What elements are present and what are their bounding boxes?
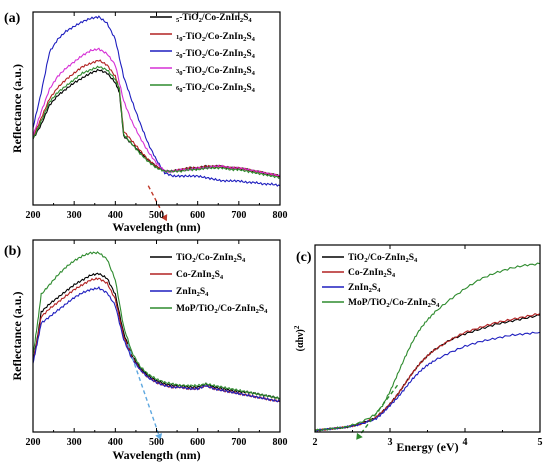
tangent-line bbox=[127, 343, 162, 441]
legend: TiO2/Co-ZnIn2S4 Co-ZnIn2S4 ZnIn2S4 MoP/TiO2… bbox=[322, 253, 440, 309]
series-group bbox=[33, 15, 280, 187]
legend-entry: TiO2/Co-ZnIn2S4 bbox=[348, 253, 418, 264]
x-tick-label: 500 bbox=[149, 210, 164, 221]
panel-c: (c) 2 3 4 5 Energy (eV) (αhν)2 TiO2/Co-ZnIn2S4 C… bbox=[293, 244, 543, 454]
x-tick-label: 200 bbox=[26, 437, 41, 448]
x-tick-label: 700 bbox=[231, 437, 246, 448]
x-tick-label: 300 bbox=[67, 437, 82, 448]
series-line-2 bbox=[33, 15, 280, 187]
legend-entry: ZnIn2S4 bbox=[176, 287, 209, 298]
tangent-arrowhead bbox=[155, 433, 163, 440]
legend-entry: 20-TiO2/Co-ZnIn2S4 bbox=[176, 49, 256, 60]
legend-entry: MoP/TiO2/Co-ZnIn2S4 bbox=[176, 304, 268, 315]
legend-entry: 5-TiO2/Co-ZnIn2S4 bbox=[176, 13, 252, 24]
series-line-3 bbox=[315, 262, 540, 432]
series-line-1 bbox=[315, 313, 540, 432]
x-axis-title: Wavelength (nm) bbox=[112, 220, 200, 234]
series-line-4 bbox=[33, 65, 280, 179]
panel-b: (b) 200 300 400 500 600 700 800 Wavelength (nm) R… bbox=[4, 239, 288, 462]
series-line-3 bbox=[33, 251, 280, 400]
x-tick-label: 800 bbox=[273, 210, 288, 221]
series-line-0 bbox=[315, 314, 540, 432]
legend-entry: MoP/TiO2/Co-ZnIn2S4 bbox=[348, 298, 440, 309]
y-axis-title: (αhν)2 bbox=[293, 325, 306, 351]
legend: 5-TiO2/Co-ZnIn2S4 10-TiO2/Co-ZnIn2S4 20-Ti… bbox=[150, 13, 256, 94]
legend-entry: ZnIn2S4 bbox=[348, 283, 381, 294]
legend-entry: TiO2/Co-ZnIn2S4 bbox=[176, 253, 246, 264]
series-group bbox=[33, 251, 280, 403]
panel-a: (a) 200 300 400 500 600 700 800 Wavelength (nm) R… bbox=[4, 11, 288, 234]
x-tick-label: 500 bbox=[149, 437, 164, 448]
x-tick-label: 3 bbox=[388, 437, 393, 448]
legend-entry: 30-TiO2/Co-ZnIn2S4 bbox=[176, 66, 256, 77]
x-tick-label: 2 bbox=[313, 437, 318, 448]
tangent-arrowhead bbox=[160, 214, 168, 222]
y-axis-title: Reflectance (a.u.) bbox=[10, 64, 24, 153]
y-axis-title: Reflectance (a.u.) bbox=[10, 292, 24, 381]
axes-frame bbox=[32, 239, 281, 433]
legend-entry: Co-ZnIn2S4 bbox=[176, 270, 224, 281]
x-tick-label: 4 bbox=[463, 437, 468, 448]
legend-entry: Co-ZnIn2S4 bbox=[348, 268, 396, 279]
series-group bbox=[315, 262, 540, 432]
legend-entry: 10-TiO2/Co-ZnIn2S4 bbox=[176, 32, 256, 43]
x-tick-label: 400 bbox=[108, 210, 123, 221]
x-axis-title: Energy (eV) bbox=[396, 440, 458, 454]
panel-tag: (a) bbox=[4, 11, 21, 26]
x-tick-label: 700 bbox=[231, 210, 246, 221]
x-tick-label: 400 bbox=[108, 437, 123, 448]
x-tick-label: 5 bbox=[538, 437, 543, 448]
x-tick-label: 200 bbox=[26, 210, 41, 221]
x-tick-label: 600 bbox=[190, 437, 205, 448]
legend: TiO2/Co-ZnIn2S4 Co-ZnIn2S4 ZnIn2S4 MoP/TiO2… bbox=[150, 253, 268, 315]
panel-tag: (b) bbox=[4, 244, 21, 259]
panel-tag: (c) bbox=[296, 250, 312, 265]
tangent-arrowhead bbox=[356, 432, 363, 440]
x-tick-label: 300 bbox=[67, 210, 82, 221]
x-axis-title: Wavelength (nm) bbox=[112, 448, 200, 462]
tangent-line bbox=[355, 384, 399, 441]
series-line-2 bbox=[33, 286, 280, 403]
legend-entry: 60-TiO2/Co-ZnIn2S4 bbox=[176, 83, 256, 94]
x-tick-label: 600 bbox=[190, 210, 205, 221]
series-line-2 bbox=[315, 331, 540, 432]
x-tick-label: 800 bbox=[273, 437, 288, 448]
